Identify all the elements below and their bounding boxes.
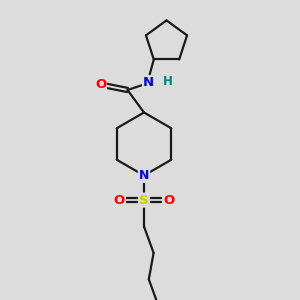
Text: O: O: [95, 78, 106, 91]
Text: N: N: [139, 169, 149, 182]
Text: S: S: [139, 194, 149, 207]
Text: O: O: [114, 194, 125, 207]
Text: O: O: [163, 194, 174, 207]
Text: H: H: [163, 75, 172, 88]
Text: N: N: [143, 76, 154, 89]
